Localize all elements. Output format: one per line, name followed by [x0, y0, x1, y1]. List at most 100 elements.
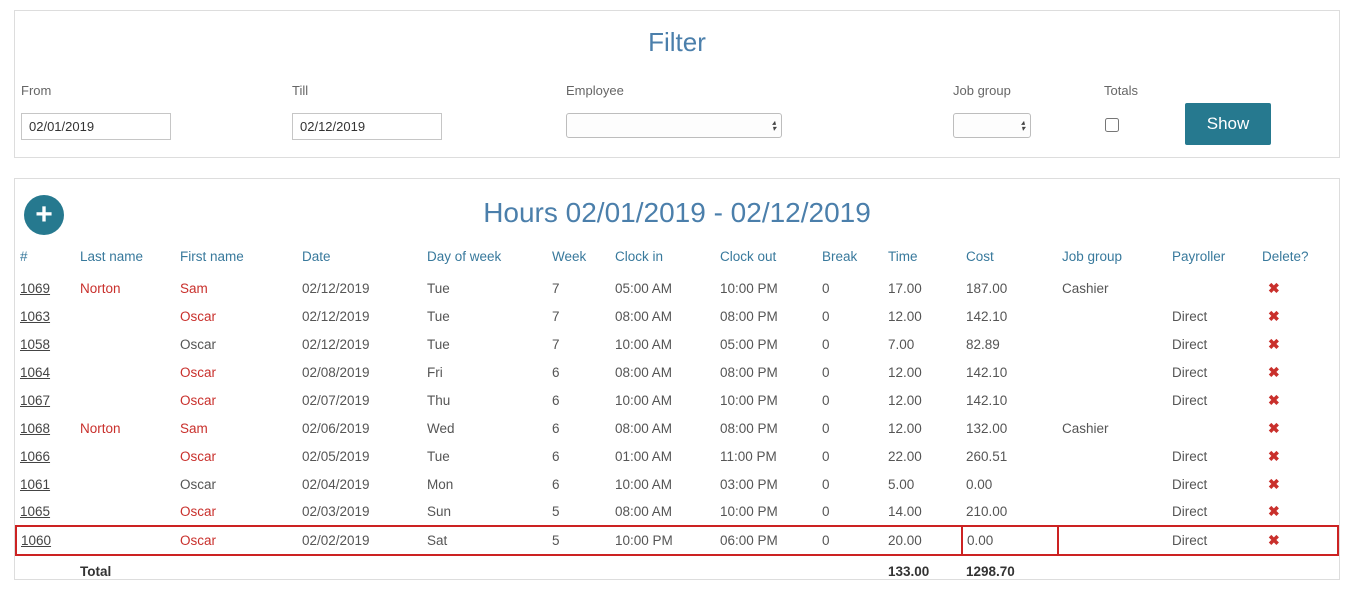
- first-name-cell: Oscar: [180, 308, 217, 324]
- delete-icon[interactable]: ✖: [1268, 447, 1280, 464]
- week-cell: 6: [552, 392, 560, 408]
- last-name-cell: [76, 302, 176, 330]
- delete-icon[interactable]: ✖: [1268, 307, 1280, 324]
- week-cell: 5: [552, 504, 560, 519]
- cost-cell: 142.10: [966, 392, 1008, 408]
- entry-id-cell: 1068: [16, 414, 76, 442]
- filter-panel: Filter From Till Employee Job group Tota…: [14, 10, 1340, 158]
- entry-id-link[interactable]: 1064: [20, 364, 51, 380]
- delete-icon[interactable]: ✖: [1268, 335, 1280, 352]
- clock-in-cell: 01:00 AM: [615, 448, 673, 464]
- clock-out-cell: 05:00 PM: [720, 336, 778, 352]
- hours-row: 1063 Oscar 02/12/2019 Tue 7 08:00 AM 08:…: [16, 302, 1338, 330]
- payroller-cell: Direct: [1172, 448, 1208, 464]
- cost-cell: 210.00: [966, 504, 1008, 519]
- entry-id-cell: 1063: [16, 302, 76, 330]
- break-cell: 0: [822, 364, 830, 380]
- entry-id-cell: 1069: [16, 274, 76, 302]
- first-name-cell: Oscar: [180, 448, 217, 464]
- from-date-input[interactable]: [21, 113, 171, 140]
- show-button[interactable]: Show: [1185, 103, 1271, 145]
- entry-id-cell: 1064: [16, 358, 76, 386]
- break-cell: 0: [822, 476, 830, 492]
- entry-id-link[interactable]: 1069: [20, 280, 51, 296]
- job-group-cell: [1058, 330, 1168, 358]
- plus-icon: +: [35, 198, 53, 231]
- last-name-cell: Norton: [80, 280, 121, 296]
- delete-cell: ✖: [1258, 302, 1338, 330]
- column-header-first-name: First name: [180, 249, 244, 264]
- entry-id-link[interactable]: 1066: [20, 448, 51, 464]
- clock-out-cell: 08:00 PM: [720, 420, 778, 436]
- entry-id-link[interactable]: 1065: [20, 504, 51, 519]
- last-name-cell: Norton: [80, 420, 121, 436]
- employee-label: Employee: [566, 83, 624, 98]
- clock-out-cell: 11:00 PM: [720, 448, 777, 464]
- column-header-time: Time: [888, 249, 918, 264]
- break-cell: 0: [818, 525, 884, 556]
- date-cell: 02/05/2019: [302, 448, 370, 464]
- entry-id-link[interactable]: 1058: [20, 336, 51, 352]
- clock-out-cell: 10:00 PM: [720, 504, 778, 519]
- employee-select[interactable]: ▴ ▾: [566, 113, 782, 138]
- column-header-last-name: Last name: [80, 249, 144, 264]
- clock-in-cell: 08:00 AM: [615, 364, 673, 380]
- hours-table-body: 1069 Norton Sam 02/12/2019 Tue 7 05:00 A…: [15, 274, 1339, 556]
- last-name-cell: [76, 358, 176, 386]
- week-cell: 7: [552, 336, 560, 352]
- delete-cell: ✖: [1258, 330, 1338, 358]
- delete-icon[interactable]: ✖: [1268, 532, 1280, 548]
- hours-table: # Last name First name Date Day of week Week C…: [15, 241, 1339, 584]
- delete-icon[interactable]: ✖: [1268, 503, 1280, 519]
- column-header-clock-out: Clock out: [720, 249, 777, 264]
- clock-in-cell: 10:00 PM: [611, 525, 716, 556]
- payroller-cell: [1168, 414, 1258, 442]
- entry-id-link[interactable]: 1061: [20, 476, 51, 492]
- column-header-: #: [20, 249, 28, 264]
- column-header-payroller: Payroller: [1172, 249, 1226, 264]
- date-cell: 02/03/2019: [302, 504, 370, 519]
- column-header-clock-in: Clock in: [615, 249, 664, 264]
- clock-in-cell: 10:00 AM: [615, 336, 673, 352]
- delete-cell: ✖: [1258, 274, 1338, 302]
- payroller-cell: Direct: [1172, 476, 1208, 492]
- clock-out-cell: 06:00 PM: [716, 525, 818, 556]
- till-date-input[interactable]: [292, 113, 442, 140]
- column-header-date: Date: [302, 249, 331, 264]
- delete-cell: ✖: [1258, 358, 1338, 386]
- entry-id-link[interactable]: 1060: [21, 533, 52, 548]
- hours-row: 1069 Norton Sam 02/12/2019 Tue 7 05:00 A…: [16, 274, 1338, 302]
- delete-cell: ✖: [1258, 470, 1338, 498]
- job-group-select[interactable]: ▴ ▾: [953, 113, 1031, 138]
- day-of-week-cell: Wed: [427, 420, 455, 436]
- time-cell: 5.00: [888, 476, 915, 492]
- totals-label: Totals: [1104, 83, 1138, 98]
- job-group-cell: [1058, 470, 1168, 498]
- date-cell: 02/08/2019: [302, 364, 370, 380]
- delete-icon[interactable]: ✖: [1268, 419, 1280, 436]
- cost-cell: 142.10: [966, 308, 1008, 324]
- day-of-week-cell: Sat: [423, 525, 548, 556]
- payroller-cell: Direct: [1172, 392, 1208, 408]
- week-cell: 6: [552, 420, 560, 436]
- entry-id-link[interactable]: 1067: [20, 392, 51, 408]
- entry-id-link[interactable]: 1063: [20, 308, 51, 324]
- delete-icon[interactable]: ✖: [1268, 391, 1280, 408]
- delete-icon[interactable]: ✖: [1268, 363, 1280, 380]
- till-label: Till: [292, 83, 309, 98]
- payroller-cell: Direct: [1172, 308, 1208, 324]
- add-entry-button[interactable]: +: [24, 195, 64, 235]
- clock-in-cell: 08:00 AM: [615, 504, 673, 519]
- job-group-cell: [1058, 358, 1168, 386]
- first-name-cell: Sam: [180, 420, 208, 436]
- hours-row: 1064 Oscar 02/08/2019 Fri 6 08:00 AM 08:…: [16, 358, 1338, 386]
- entry-id-link[interactable]: 1068: [20, 420, 51, 436]
- delete-icon[interactable]: ✖: [1268, 279, 1280, 296]
- delete-icon[interactable]: ✖: [1268, 475, 1280, 492]
- entry-id-cell: 1061: [16, 470, 76, 498]
- total-row: Total 133.00 1298.70: [16, 555, 1338, 584]
- clock-in-cell: 10:00 AM: [615, 476, 673, 492]
- totals-checkbox[interactable]: [1105, 118, 1119, 132]
- cost-cell: 0.00: [966, 476, 993, 492]
- filter-title: Filter: [648, 27, 706, 57]
